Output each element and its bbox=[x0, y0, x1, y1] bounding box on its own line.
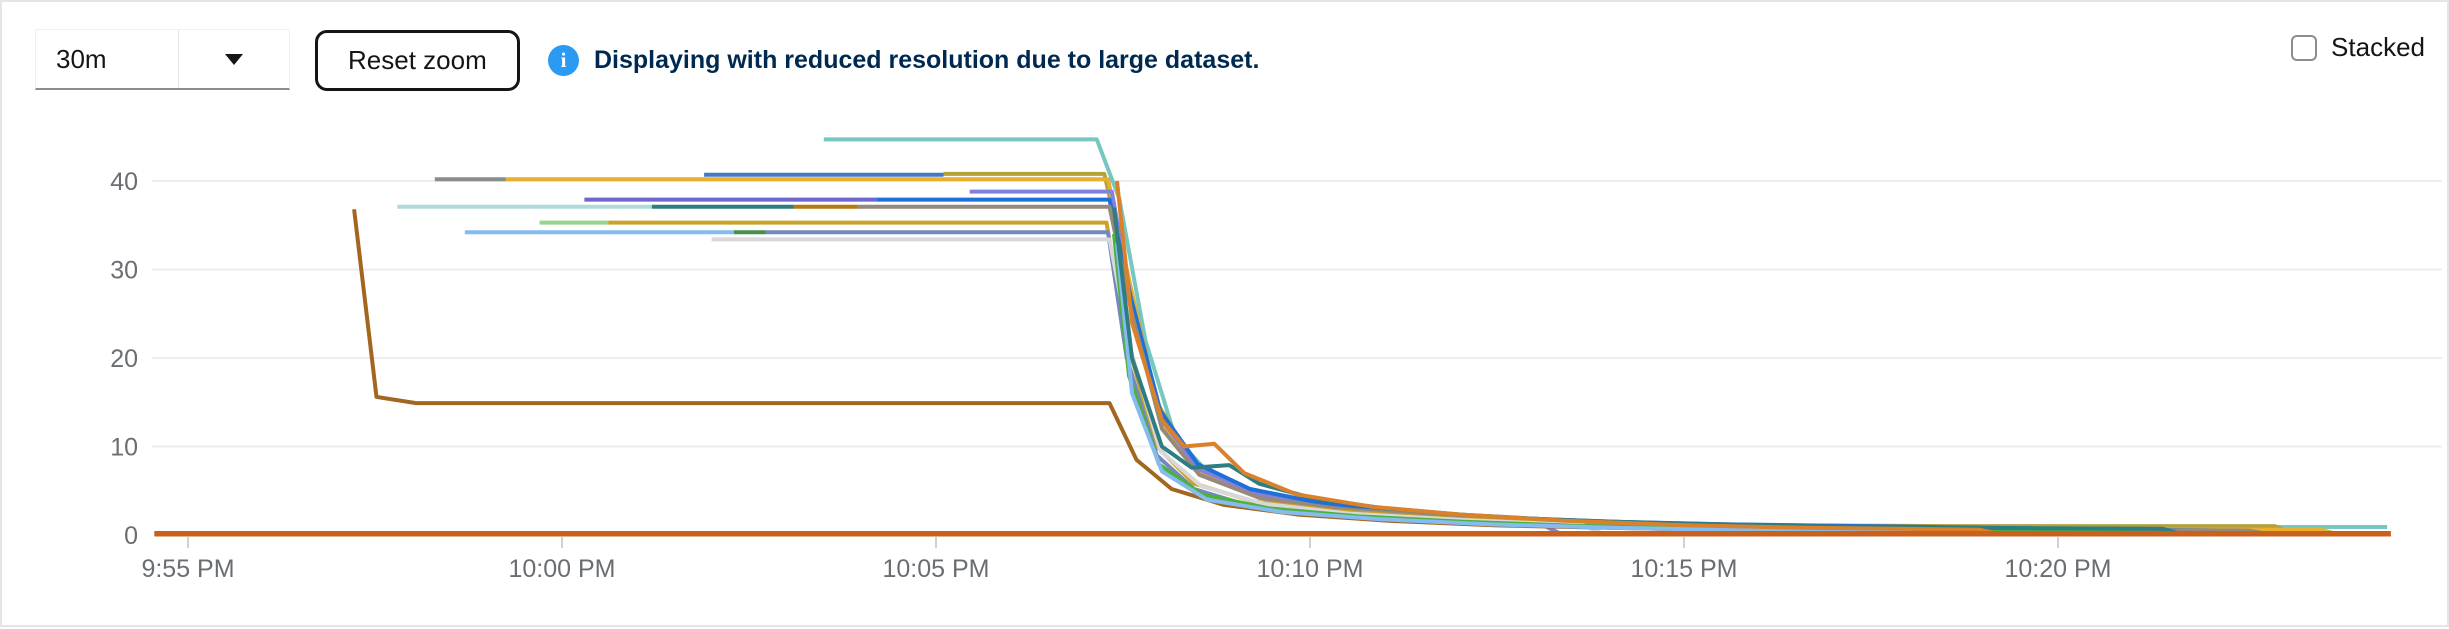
x-axis-label-2: 10:05 PM bbox=[882, 555, 989, 583]
chevron-down-icon bbox=[225, 54, 243, 65]
stacked-toggle[interactable]: Stacked bbox=[2291, 32, 2425, 63]
chart-toolbar: 30m Reset zoom i Displaying with reduced… bbox=[2, 2, 2447, 102]
series-cyan bbox=[824, 139, 2387, 527]
y-axis-label-30: 30 bbox=[110, 256, 138, 284]
x-axis-label-4: 10:15 PM bbox=[1630, 555, 1737, 583]
series-bright-green bbox=[1114, 234, 2146, 534]
x-axis-label-0: 9:55 PM bbox=[141, 555, 234, 583]
stacked-checkbox[interactable] bbox=[2291, 35, 2317, 61]
info-icon: i bbox=[548, 45, 579, 76]
time-range-select[interactable]: 30m bbox=[35, 29, 290, 90]
series-slate bbox=[766, 232, 1848, 533]
series-blue bbox=[876, 200, 2254, 534]
select-caret-zone[interactable] bbox=[178, 30, 289, 88]
reduced-resolution-alert: i Displaying with reduced resolution due… bbox=[548, 30, 1259, 91]
time-range-value: 30m bbox=[36, 44, 178, 75]
series-taupe bbox=[858, 207, 2266, 534]
y-axis-label-0: 0 bbox=[124, 522, 138, 550]
series-brown bbox=[354, 209, 1720, 533]
y-axis-label-40: 40 bbox=[110, 168, 138, 196]
stacked-label: Stacked bbox=[2331, 32, 2425, 63]
y-axis-label-10: 10 bbox=[110, 433, 138, 461]
reset-zoom-button[interactable]: Reset zoom bbox=[315, 30, 520, 91]
x-axis-label-1: 10:00 PM bbox=[508, 555, 615, 583]
alert-message: Displaying with reduced resolution due t… bbox=[594, 46, 1259, 75]
series-light-gray bbox=[712, 239, 1604, 533]
y-axis-label-20: 20 bbox=[110, 345, 138, 373]
x-axis-label-3: 10:10 PM bbox=[1256, 555, 1363, 583]
x-axis-label-5: 10:20 PM bbox=[2004, 555, 2111, 583]
